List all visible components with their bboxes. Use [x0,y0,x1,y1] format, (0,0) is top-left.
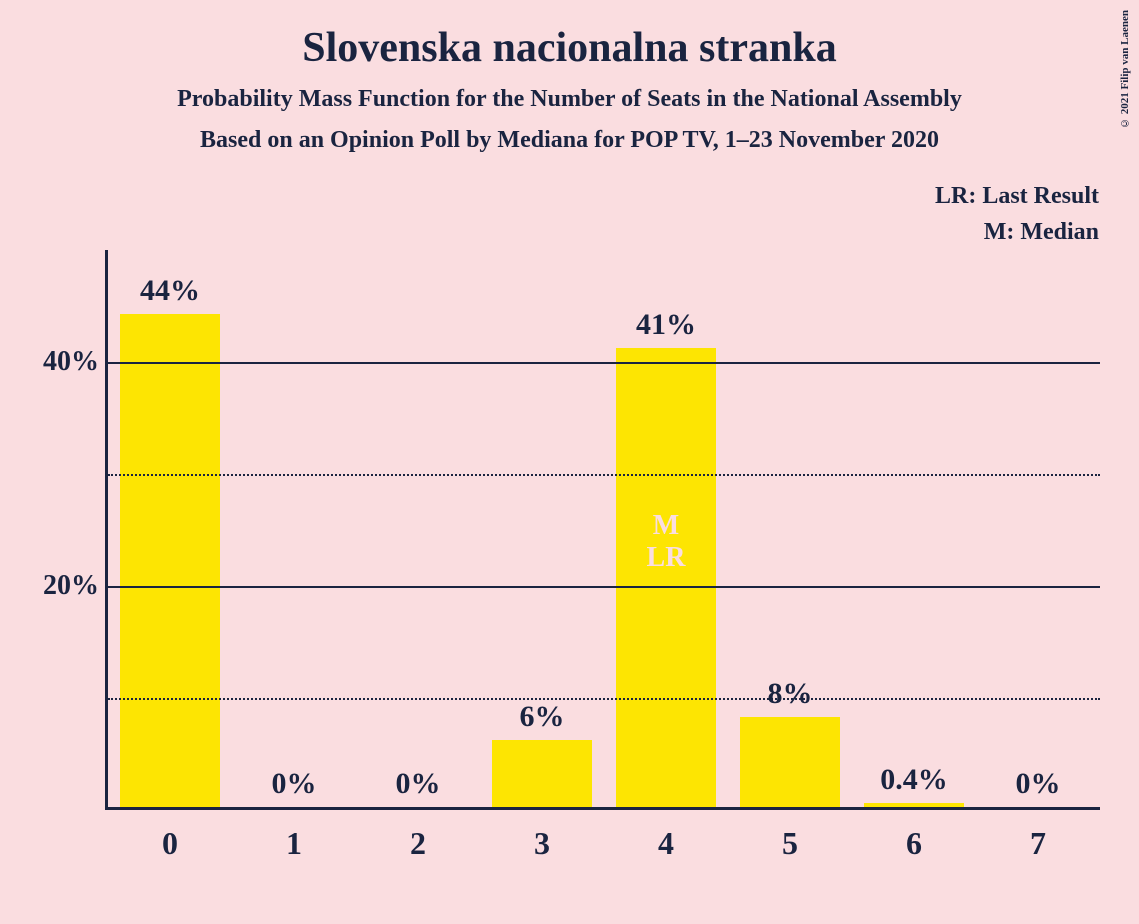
bar-chart: 44%00%10%26%341%4MLR8%50.4%60%7 20%40% [40,250,1100,870]
x-axis-label: 1 [232,807,356,862]
x-axis-label: 3 [480,807,604,862]
bar [120,314,219,807]
bar-slot: 0%7 [976,247,1100,807]
bar-slot: 8%5 [728,247,852,807]
y-axis-label: 40% [43,346,98,378]
legend: LR: Last Result M: Median [935,178,1099,250]
bar [492,740,591,807]
plot-area: 44%00%10%26%341%4MLR8%50.4%60%7 20%40% [105,250,1100,810]
bar-slot: 41%4MLR [604,247,728,807]
gridline-minor [108,474,1100,476]
y-axis-label: 20% [43,570,98,602]
bar-value-label: 44% [108,274,232,308]
bar-slot: 44%0 [108,247,232,807]
x-axis-label: 6 [852,807,976,862]
legend-lr: LR: Last Result [935,178,1099,214]
gridline-major [108,362,1100,364]
x-axis-label: 0 [108,807,232,862]
chart-subtitle: Probability Mass Function for the Number… [0,72,1139,113]
bar-value-label: 0.4% [852,763,976,797]
copyright-text: © 2021 Filip van Laenen [1119,10,1131,129]
bar-slot: 0%2 [356,247,480,807]
bar [740,717,839,807]
bar-value-label: 0% [232,767,356,801]
chart-title: Slovenska nacionalna stranka [0,0,1139,72]
bar-slot: 6%3 [480,247,604,807]
x-axis-label: 4 [604,807,728,862]
gridline-major [108,586,1100,588]
bar-annotation: MLR [604,510,728,574]
bar-value-label: 0% [356,767,480,801]
bar-value-label: 41% [604,308,728,342]
chart-source: Based on an Opinion Poll by Mediana for … [0,113,1139,154]
x-axis-label: 7 [976,807,1100,862]
gridline-minor [108,698,1100,700]
bar-value-label: 0% [976,767,1100,801]
bars-container: 44%00%10%26%341%4MLR8%50.4%60%7 [108,247,1100,807]
bar-value-label: 8% [728,677,852,711]
bar-slot: 0%1 [232,247,356,807]
legend-m: M: Median [935,214,1099,250]
bar-slot: 0.4%6 [852,247,976,807]
bar [616,348,715,807]
bar-value-label: 6% [480,700,604,734]
x-axis-label: 5 [728,807,852,862]
x-axis-label: 2 [356,807,480,862]
